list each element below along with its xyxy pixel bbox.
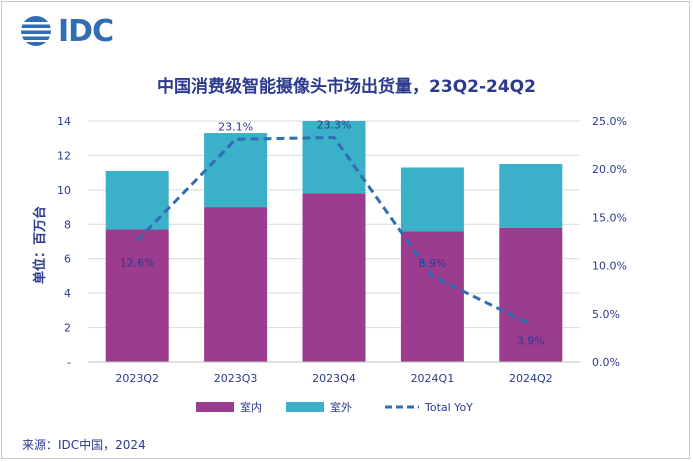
legend-indoor-swatch bbox=[196, 402, 234, 412]
x-tick-label: 2024Q1 bbox=[411, 372, 455, 385]
bar-indoor bbox=[400, 231, 464, 362]
y2-tick-label: 5.0% bbox=[592, 308, 620, 321]
y-axis-label: 单位：百万台 bbox=[32, 206, 48, 284]
bar-outdoor bbox=[302, 121, 366, 194]
bar-outdoor bbox=[400, 167, 464, 232]
yoy-data-label: 3.9% bbox=[517, 334, 545, 347]
yoy-data-label: 23.3% bbox=[317, 118, 352, 131]
y2-tick-label: 10.0% bbox=[592, 260, 627, 273]
chart-title: 中国消费级智能摄像头市场出货量，23Q2-24Q2 bbox=[157, 77, 536, 97]
y-tick-label: 2 bbox=[64, 322, 71, 335]
bars bbox=[105, 121, 563, 362]
y2-tick-label: 15.0% bbox=[592, 211, 627, 224]
bar-indoor bbox=[499, 227, 563, 362]
y-tick-label: 12 bbox=[57, 149, 71, 162]
bar-outdoor bbox=[105, 170, 169, 230]
yoy-line-path bbox=[136, 135, 532, 326]
y-tick-label: 10 bbox=[57, 184, 71, 197]
source-note: 来源：IDC中国，2024 bbox=[22, 438, 146, 452]
bar-outdoor bbox=[204, 133, 268, 208]
y-tick-label: 6 bbox=[64, 253, 71, 266]
y-tick-label: - bbox=[67, 356, 71, 369]
y-tick-label: 4 bbox=[64, 287, 71, 300]
yoy-data-label: 8.9% bbox=[418, 257, 446, 270]
yoy-data-label: 12.6% bbox=[120, 257, 155, 270]
legend-indoor-label: 室内 bbox=[240, 400, 262, 414]
idc-logo: IDC bbox=[20, 10, 114, 52]
logo-text: IDC bbox=[58, 13, 114, 49]
yoy-line: 12.6% 23.1% 23.3% 8.9% 3.9% bbox=[120, 118, 545, 347]
axes: - 2 4 6 8 10 12 14 0.0% 5.0% 10.0% 15.0% 20.0% 25.0% 2… bbox=[57, 115, 627, 385]
yoy-data-label: 23.1% bbox=[218, 120, 253, 133]
x-tick-label: 2023Q3 bbox=[214, 372, 258, 385]
globe-icon bbox=[21, 16, 51, 46]
y-tick-label: 14 bbox=[57, 115, 71, 128]
legend-outdoor-label: 室外 bbox=[330, 400, 352, 414]
bar-indoor bbox=[302, 193, 366, 362]
y2-tick-label: 25.0% bbox=[592, 115, 627, 128]
x-tick-label: 2023Q2 bbox=[115, 372, 159, 385]
x-tick-label: 2024Q2 bbox=[509, 372, 553, 385]
y-tick-label: 8 bbox=[64, 218, 71, 231]
legend: 室内 室外 Total YoY bbox=[196, 400, 473, 414]
bar-indoor bbox=[204, 207, 268, 362]
bar-outdoor bbox=[499, 164, 563, 228]
y2-tick-label: 0.0% bbox=[592, 356, 620, 369]
legend-yoy-label: Total YoY bbox=[424, 401, 473, 414]
legend-outdoor-swatch bbox=[286, 402, 324, 412]
y2-tick-label: 20.0% bbox=[592, 163, 627, 176]
x-tick-label: 2023Q4 bbox=[312, 372, 356, 385]
bar-indoor bbox=[105, 229, 169, 362]
